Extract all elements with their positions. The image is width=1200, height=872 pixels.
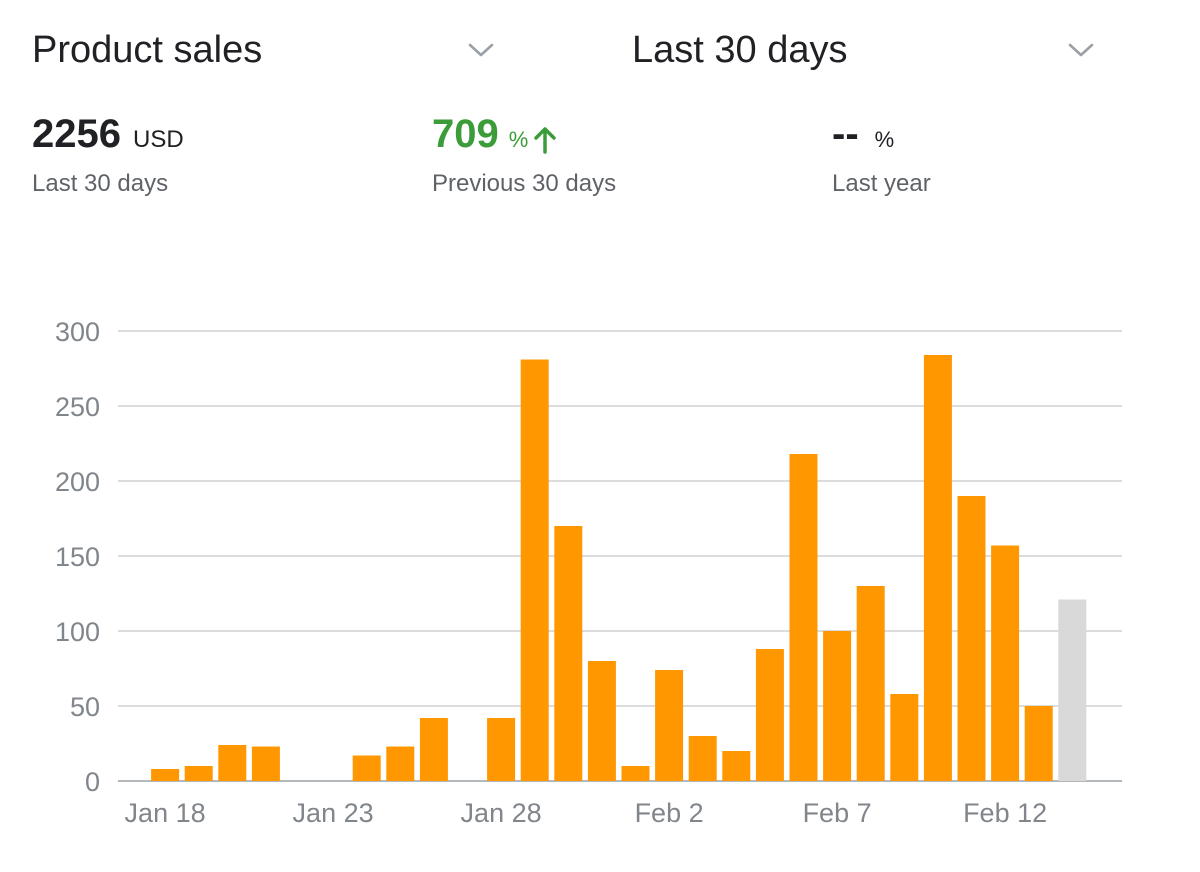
stat-unit: USD	[132, 126, 184, 153]
chart-bar[interactable]	[1024, 706, 1053, 781]
y-tick-label: 300	[55, 317, 100, 347]
x-tick-label: Jan 23	[293, 798, 374, 828]
date-range-dropdown-label: Last 30 days	[632, 28, 848, 71]
stat-label: Last 30 days	[32, 170, 169, 197]
chevron-down-icon	[468, 42, 494, 58]
stat-label: Last year	[832, 170, 931, 197]
chart-bar[interactable]	[991, 545, 1020, 782]
chart-bar[interactable]	[487, 718, 516, 781]
chart-bar[interactable]	[688, 736, 717, 781]
chart-bar[interactable]	[520, 359, 549, 782]
chart-bar[interactable]	[789, 454, 818, 781]
chart-bar[interactable]	[655, 670, 684, 781]
sales-bar-chart: 0 50 100 150 200 250 300 Jan 18 Jan 23 Jan 28 Feb…	[55, 317, 1122, 828]
chart-bar[interactable]	[722, 751, 751, 781]
y-tick-label: 150	[55, 542, 100, 572]
chart-bar[interactable]	[251, 746, 280, 782]
chart-x-axis-labels: Jan 18 Jan 23 Jan 28 Feb 2 Feb 7 Feb 12	[125, 798, 1048, 828]
y-tick-label: 250	[55, 392, 100, 422]
chart-bar[interactable]	[890, 694, 919, 781]
chart-bar[interactable]	[151, 769, 180, 781]
chart-bar[interactable]	[218, 745, 247, 781]
stat-current-total: 2256 USD Last 30 days	[32, 112, 184, 198]
chart-bar[interactable]	[856, 586, 885, 781]
stat-value: 709	[432, 112, 499, 156]
y-tick-label: 100	[55, 617, 100, 647]
y-tick-label: 0	[85, 767, 100, 797]
chart-bar[interactable]	[823, 631, 852, 781]
stat-value: 2256	[32, 112, 121, 156]
x-tick-label: Feb 2	[635, 798, 704, 828]
chart-bar[interactable]	[419, 718, 448, 781]
chart-bars	[151, 355, 1087, 782]
chart-bar[interactable]	[1058, 599, 1087, 782]
x-tick-label: Feb 12	[963, 798, 1047, 828]
chart-bar[interactable]	[957, 496, 986, 781]
y-tick-label: 200	[55, 467, 100, 497]
stat-unit: %	[874, 127, 895, 152]
stat-unit: %	[508, 127, 529, 152]
chart-bar[interactable]	[587, 661, 616, 781]
chart-bar[interactable]	[386, 746, 415, 782]
chart-y-axis-labels: 0 50 100 150 200 250 300	[55, 317, 100, 797]
metric-dropdown-label: Product sales	[32, 28, 263, 71]
arrow-up-icon	[532, 126, 558, 154]
y-tick-label: 50	[70, 692, 100, 722]
x-tick-label: Jan 28	[461, 798, 542, 828]
stat-previous-period-change: 709 % Previous 30 days	[432, 112, 616, 198]
stat-last-year-change: -- % Last year	[832, 112, 931, 198]
stat-label: Previous 30 days	[432, 170, 617, 197]
chart-bar[interactable]	[554, 526, 583, 781]
chart-bar[interactable]	[755, 649, 784, 781]
x-tick-label: Jan 18	[125, 798, 206, 828]
chart-bar[interactable]	[923, 355, 952, 781]
chart-bar[interactable]	[184, 766, 213, 781]
stat-value: --	[832, 112, 859, 156]
metric-dropdown[interactable]: Product sales	[32, 22, 494, 78]
chevron-down-icon	[1068, 42, 1094, 58]
chart-gridlines	[118, 330, 1122, 782]
chart-bar[interactable]	[352, 755, 381, 782]
chart-bar[interactable]	[621, 766, 650, 781]
date-range-dropdown[interactable]: Last 30 days	[632, 22, 1094, 78]
x-tick-label: Feb 7	[803, 798, 872, 828]
